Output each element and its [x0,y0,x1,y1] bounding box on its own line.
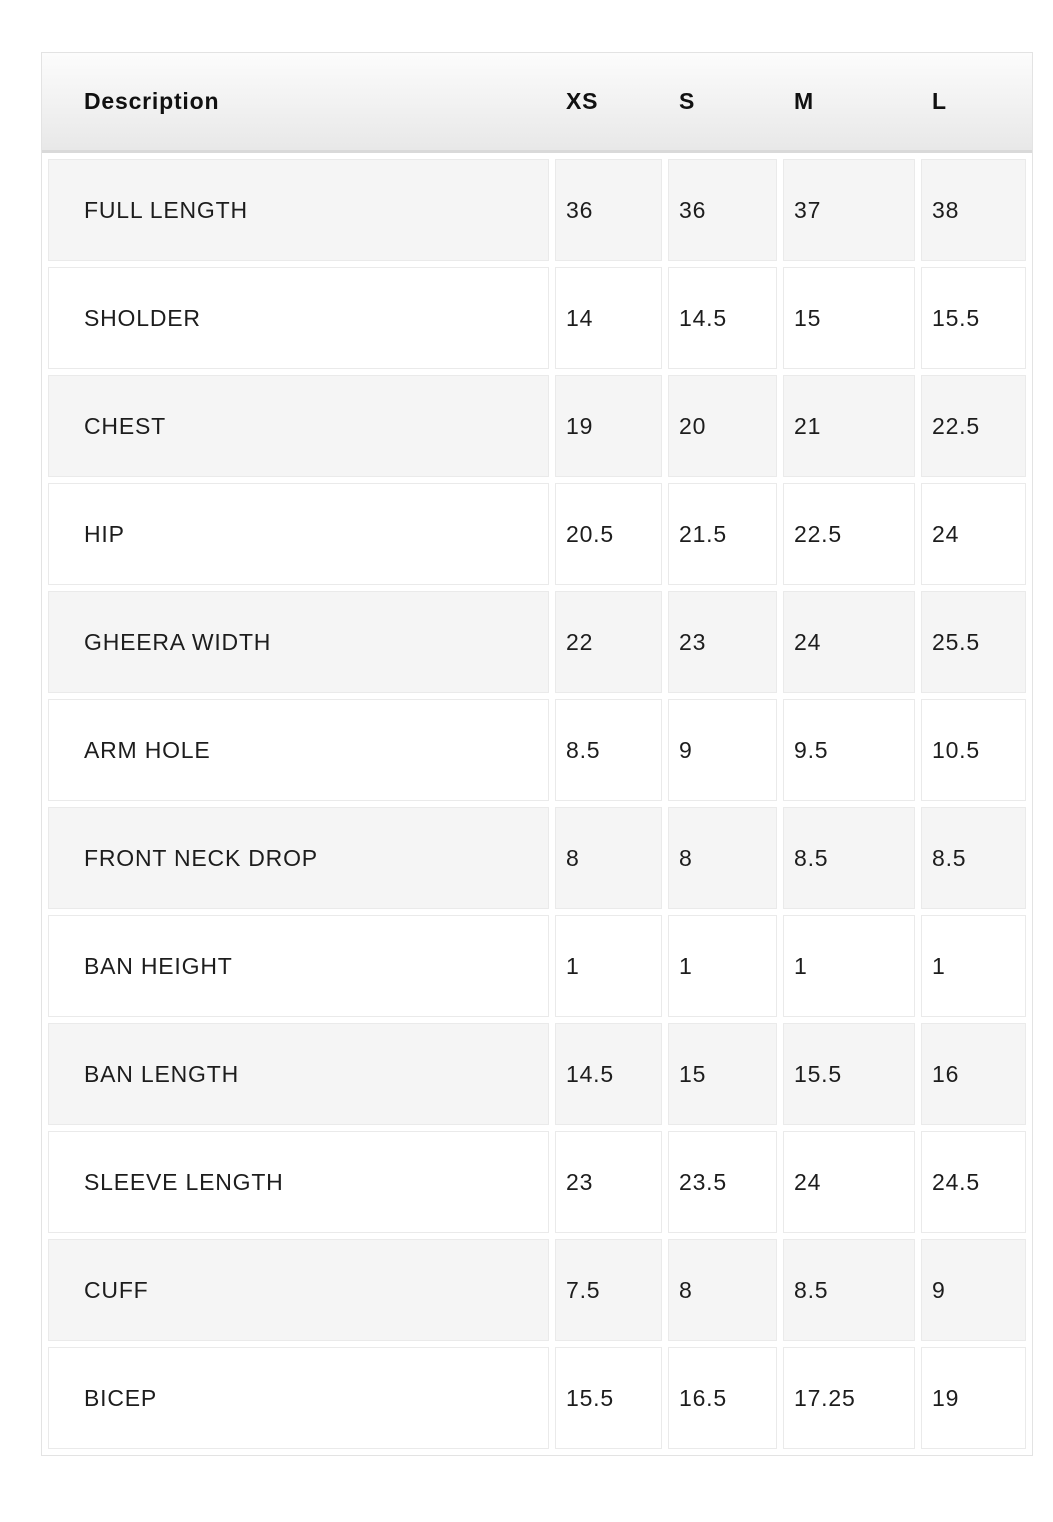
table-row: BAN HEIGHT 1 1 1 1 [48,915,1026,1017]
row-value: 1 [555,915,662,1017]
row-value: 21 [783,375,915,477]
row-value: 14.5 [668,267,777,369]
row-value: 8 [555,807,662,909]
row-value: 1 [783,915,915,1017]
row-value: 20 [668,375,777,477]
table-row: ARM HOLE 8.5 9 9.5 10.5 [48,699,1026,801]
row-label: ARM HOLE [48,699,549,801]
size-table-body-grid: FULL LENGTH 36 36 37 38 SHOLDER 14 14.5 … [42,153,1032,1455]
row-value: 22 [555,591,662,693]
row-label: BAN HEIGHT [48,915,549,1017]
row-value: 19 [555,375,662,477]
table-row: SLEEVE LENGTH 23 23.5 24 24.5 [48,1131,1026,1233]
row-value: 24.5 [921,1131,1026,1233]
table-body: FULL LENGTH 36 36 37 38 SHOLDER 14 14.5 … [48,159,1026,1449]
row-value: 9 [668,699,777,801]
table-row: CUFF 7.5 8 8.5 9 [48,1239,1026,1341]
row-value: 37 [783,159,915,261]
size-chart-header-row: Description XS S M L [42,53,1032,153]
row-label: BAN LENGTH [48,1023,549,1125]
row-value: 15 [783,267,915,369]
table-row: SHOLDER 14 14.5 15 15.5 [48,267,1026,369]
row-value: 24 [783,591,915,693]
row-label: HIP [48,483,549,585]
table-row: HIP 20.5 21.5 22.5 24 [48,483,1026,585]
row-value: 24 [921,483,1026,585]
row-value: 8 [668,807,777,909]
row-value: 24 [783,1131,915,1233]
row-value: 10.5 [921,699,1026,801]
row-label: SLEEVE LENGTH [48,1131,549,1233]
row-value: 38 [921,159,1026,261]
row-label: FRONT NECK DROP [48,807,549,909]
header-cell-l: L [932,88,947,114]
row-value: 20.5 [555,483,662,585]
row-value: 23.5 [668,1131,777,1233]
row-label: CUFF [48,1239,549,1341]
header-cell-s: S [679,88,696,114]
header-cell-description: Description [84,88,220,114]
row-value: 23 [555,1131,662,1233]
row-value: 23 [668,591,777,693]
row-value: 8 [668,1239,777,1341]
row-value: 1 [668,915,777,1017]
table-row: CHEST 19 20 21 22.5 [48,375,1026,477]
row-value: 15.5 [555,1347,662,1449]
row-value: 8.5 [555,699,662,801]
row-label: GHEERA WIDTH [48,591,549,693]
row-value: 15.5 [921,267,1026,369]
header-cell-xs: XS [566,88,599,114]
row-value: 7.5 [555,1239,662,1341]
row-value: 25.5 [921,591,1026,693]
row-value: 21.5 [668,483,777,585]
header-cell-m: M [794,88,814,114]
row-label: BICEP [48,1347,549,1449]
row-value: 9 [921,1239,1026,1341]
row-value: 9.5 [783,699,915,801]
table-row: GHEERA WIDTH 22 23 24 25.5 [48,591,1026,693]
row-value: 16 [921,1023,1026,1125]
row-value: 17.25 [783,1347,915,1449]
row-label: FULL LENGTH [48,159,549,261]
row-label: SHOLDER [48,267,549,369]
row-value: 1 [921,915,1026,1017]
table-row: BICEP 15.5 16.5 17.25 19 [48,1347,1026,1449]
table-row: FRONT NECK DROP 8 8 8.5 8.5 [48,807,1026,909]
row-value: 14 [555,267,662,369]
row-value: 19 [921,1347,1026,1449]
row-value: 8.5 [921,807,1026,909]
row-value: 8.5 [783,1239,915,1341]
row-value: 16.5 [668,1347,777,1449]
row-value: 22.5 [921,375,1026,477]
row-label: CHEST [48,375,549,477]
size-chart-table: Description XS S M L FULL LENGTH 36 36 3… [41,52,1033,1456]
row-value: 36 [555,159,662,261]
row-value: 22.5 [783,483,915,585]
table-row: BAN LENGTH 14.5 15 15.5 16 [48,1023,1026,1125]
row-value: 15.5 [783,1023,915,1125]
row-value: 15 [668,1023,777,1125]
row-value: 36 [668,159,777,261]
row-value: 14.5 [555,1023,662,1125]
row-value: 8.5 [783,807,915,909]
table-row: FULL LENGTH 36 36 37 38 [48,159,1026,261]
